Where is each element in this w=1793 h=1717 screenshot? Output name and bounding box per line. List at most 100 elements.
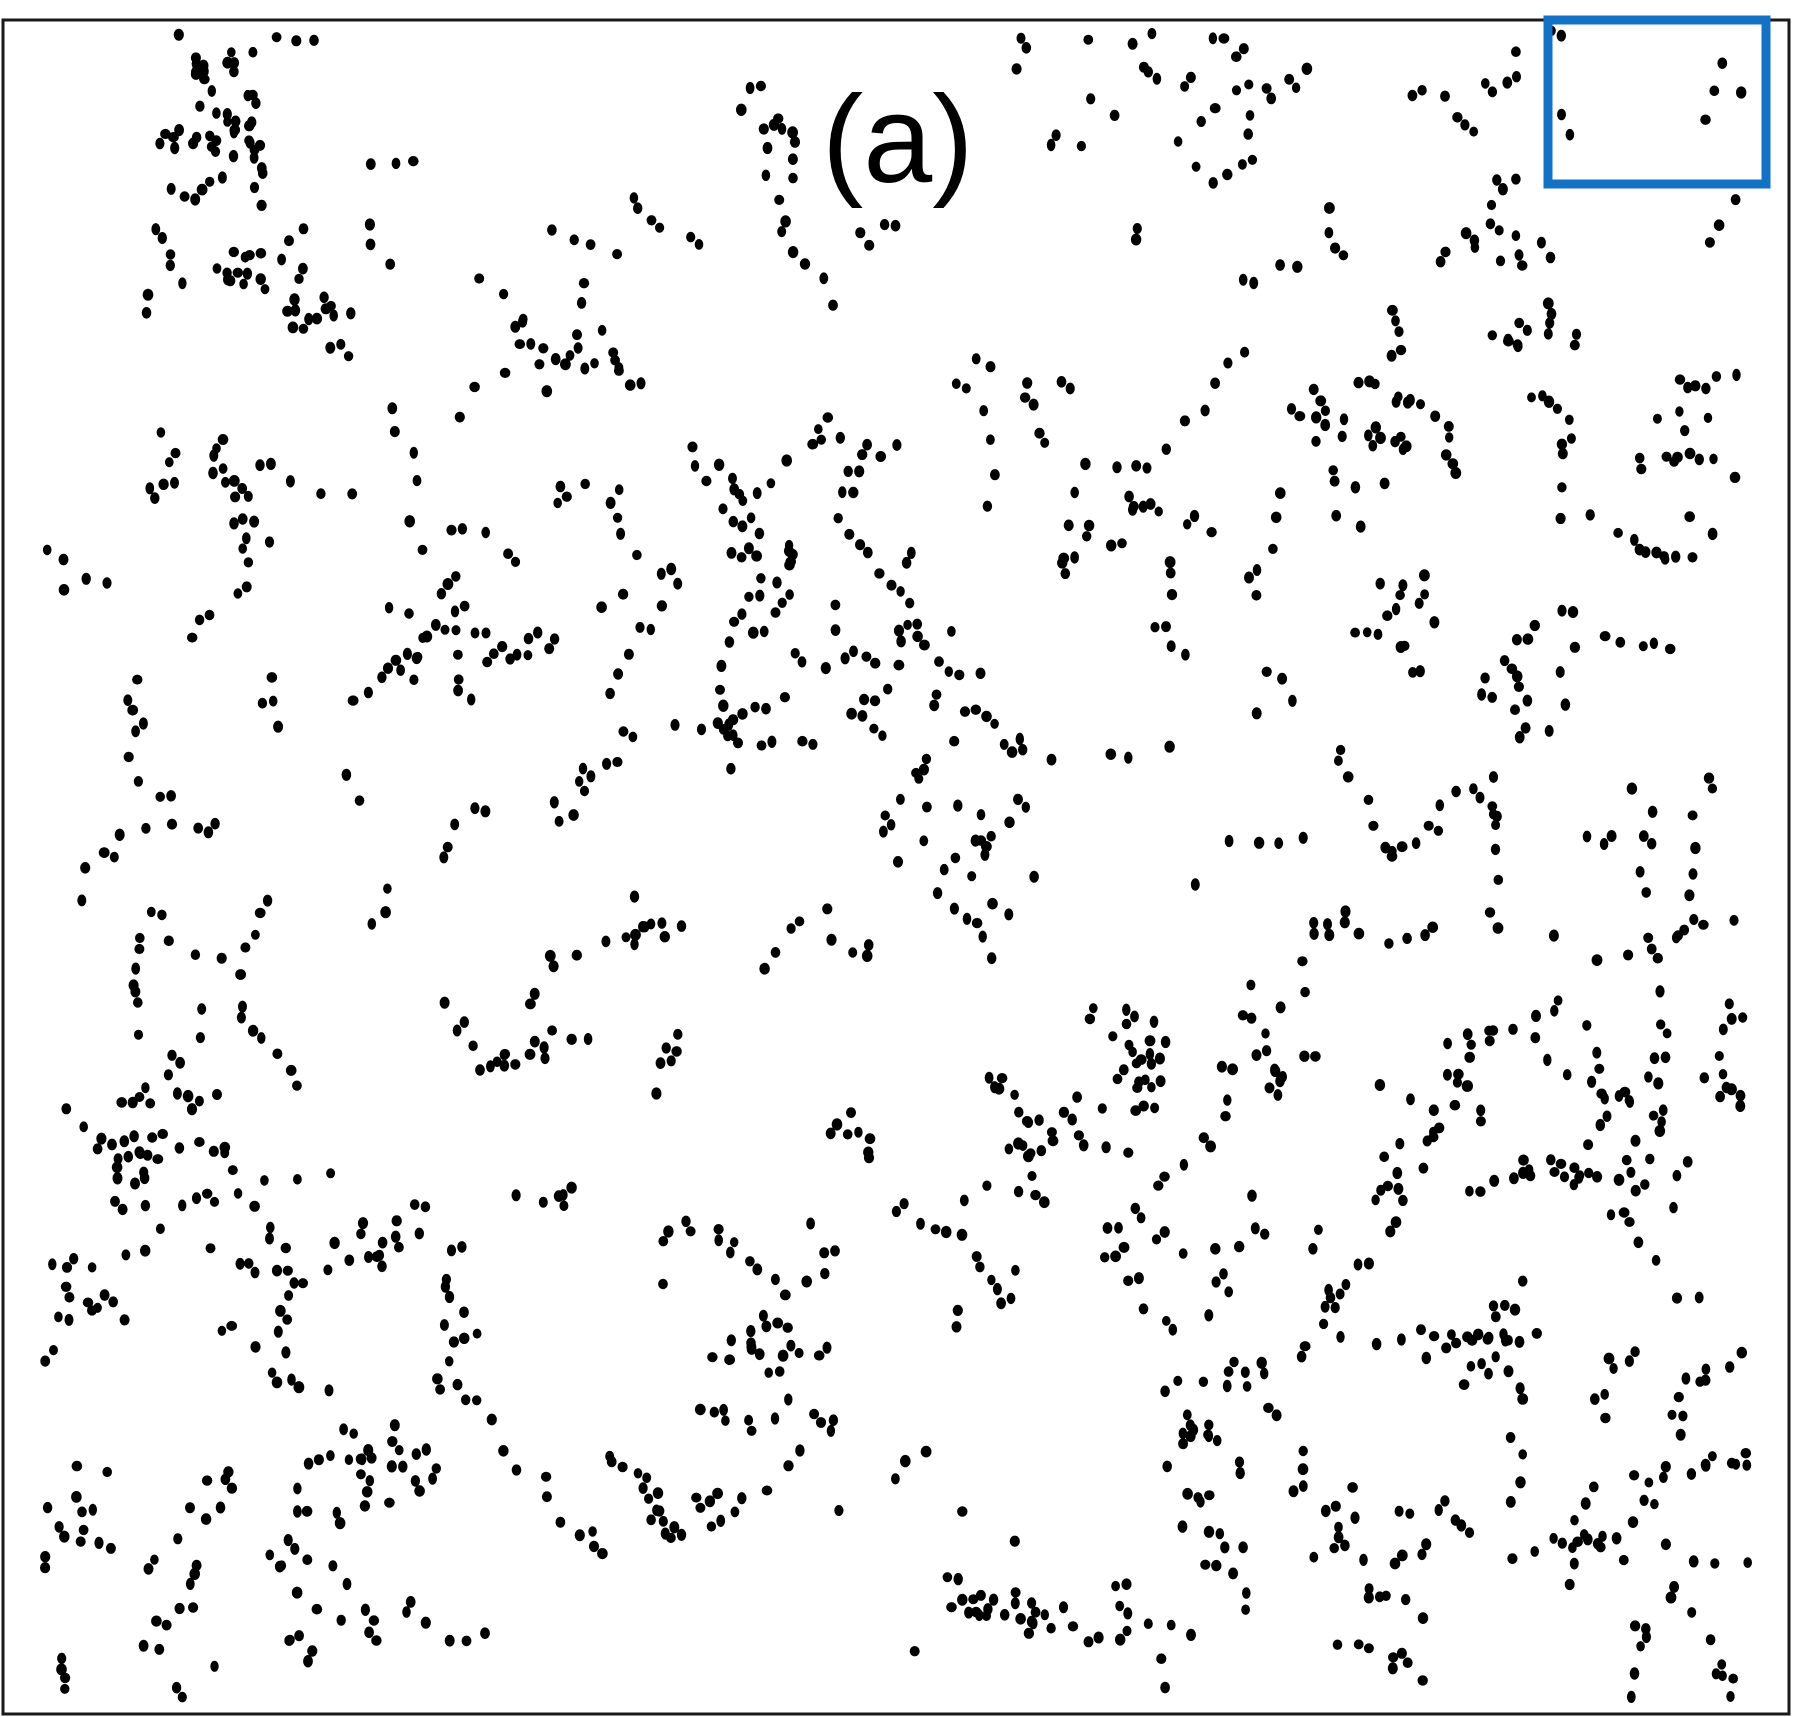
particle (730, 1237, 739, 1248)
particle (342, 1577, 352, 1591)
particle (189, 1567, 200, 1580)
particle (1695, 1376, 1705, 1387)
particle (241, 581, 252, 593)
particle (962, 912, 972, 925)
particle (859, 693, 870, 706)
particle (195, 1032, 205, 1044)
particle (1166, 589, 1178, 601)
particle (139, 1166, 149, 1179)
particle (1641, 1623, 1651, 1635)
particle (976, 809, 986, 821)
particle (944, 666, 953, 677)
particle (284, 1290, 294, 1301)
particle (1247, 154, 1258, 165)
particle (145, 482, 155, 495)
particle (194, 614, 205, 626)
particle (1260, 1228, 1270, 1240)
particle (217, 434, 229, 445)
particle (1389, 1557, 1401, 1570)
particle (1114, 1222, 1123, 1234)
particle (1112, 461, 1122, 474)
particle (857, 710, 868, 722)
particle (1263, 1402, 1274, 1413)
particle (1434, 1504, 1443, 1516)
particle (999, 738, 1009, 750)
particle (511, 1464, 522, 1476)
particle (282, 305, 293, 317)
particle (1268, 543, 1278, 555)
particle (60, 1281, 72, 1293)
particle (1571, 328, 1582, 340)
particle (959, 706, 971, 717)
particle (247, 89, 258, 101)
particle (1231, 85, 1242, 96)
particle (1261, 666, 1272, 677)
particle (1147, 1082, 1156, 1093)
particle (431, 1463, 441, 1474)
particle (1298, 831, 1308, 844)
particle (444, 1290, 455, 1304)
particle (155, 791, 165, 802)
particle (492, 1056, 502, 1068)
particle (863, 939, 874, 951)
particle (249, 515, 260, 528)
particle (229, 66, 239, 78)
particle (287, 321, 299, 334)
particle (1487, 86, 1498, 98)
particle (150, 1554, 159, 1565)
particle (178, 277, 187, 290)
particle (764, 1367, 773, 1378)
particle (212, 1089, 222, 1100)
particle (547, 224, 557, 236)
particle (901, 556, 912, 569)
particle (111, 1161, 123, 1174)
particle (1332, 1639, 1343, 1650)
particle (112, 1172, 123, 1185)
particle (550, 353, 561, 366)
particle (1638, 641, 1648, 652)
particle (1477, 688, 1487, 701)
particle (728, 729, 738, 741)
particle (1261, 83, 1272, 94)
particle (630, 938, 639, 951)
particle (770, 947, 781, 958)
particle (87, 1305, 97, 1316)
particle (454, 411, 465, 423)
particle (1664, 643, 1676, 655)
particle (1688, 1555, 1699, 1568)
particle (221, 476, 230, 488)
particle-field (40, 25, 1752, 1703)
particle (975, 667, 986, 679)
particle (899, 1198, 909, 1210)
particle (390, 1230, 401, 1243)
particle (123, 751, 134, 763)
particle (266, 672, 278, 683)
particle (706, 1521, 717, 1532)
particle (450, 818, 460, 831)
particle (328, 1560, 338, 1572)
particle (127, 1096, 138, 1109)
particle (1128, 501, 1139, 512)
particle (1658, 1104, 1668, 1116)
particle (1671, 931, 1681, 944)
particle (1249, 276, 1259, 290)
particle (1553, 995, 1563, 1006)
particle (102, 577, 112, 589)
particle (1464, 1527, 1475, 1538)
particle (1689, 914, 1699, 925)
particle (1223, 1366, 1234, 1377)
particle (1300, 986, 1310, 998)
particle (553, 497, 562, 509)
particle (1206, 527, 1217, 538)
particle (1536, 236, 1546, 249)
particle (405, 1596, 416, 1608)
particle (761, 1485, 773, 1496)
panel-label-background (800, 48, 1005, 208)
particle (1339, 916, 1350, 929)
particle (990, 718, 999, 729)
particle (878, 730, 887, 741)
particle (1162, 1460, 1172, 1473)
particle (1381, 1590, 1391, 1602)
particle (628, 731, 638, 743)
particle (1440, 246, 1451, 258)
